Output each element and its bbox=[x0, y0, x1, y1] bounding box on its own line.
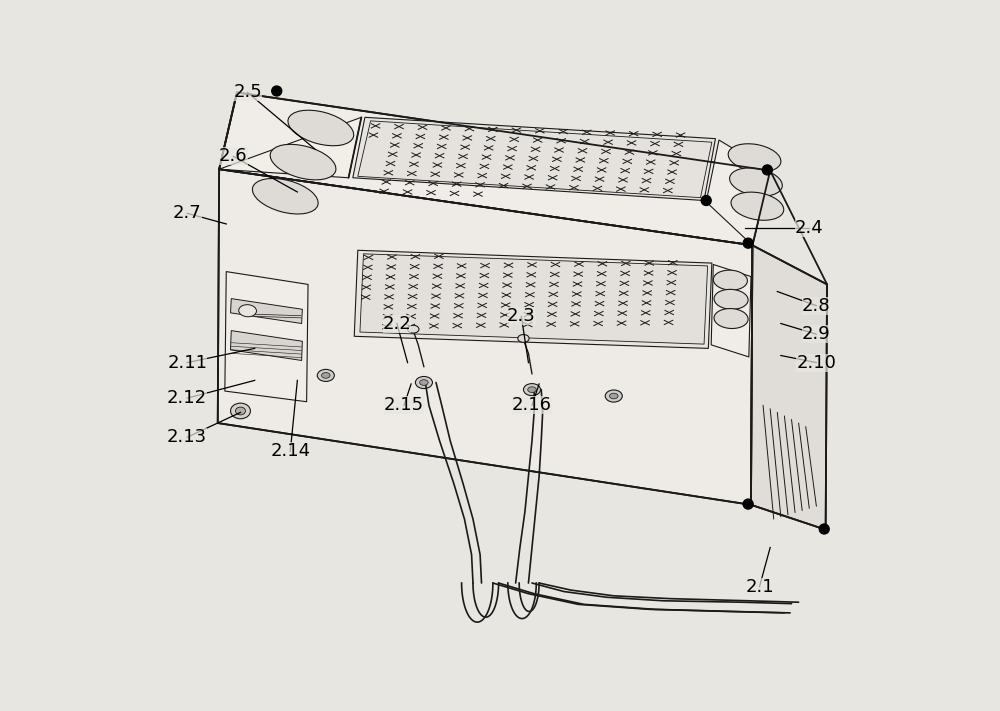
Circle shape bbox=[272, 86, 282, 96]
Text: 2.12: 2.12 bbox=[167, 389, 207, 407]
Polygon shape bbox=[225, 272, 308, 402]
Ellipse shape bbox=[236, 407, 245, 415]
Text: 2.15: 2.15 bbox=[384, 396, 424, 415]
Ellipse shape bbox=[252, 178, 318, 214]
Ellipse shape bbox=[609, 393, 618, 399]
Circle shape bbox=[743, 238, 753, 248]
Text: 2.2: 2.2 bbox=[383, 314, 411, 333]
Ellipse shape bbox=[270, 144, 336, 180]
Polygon shape bbox=[711, 264, 751, 357]
Ellipse shape bbox=[415, 377, 432, 388]
Polygon shape bbox=[354, 250, 712, 348]
Text: 2.13: 2.13 bbox=[167, 428, 207, 447]
Polygon shape bbox=[706, 140, 770, 245]
Ellipse shape bbox=[288, 110, 354, 146]
Ellipse shape bbox=[408, 325, 419, 333]
Text: 2.9: 2.9 bbox=[802, 325, 831, 343]
Text: 2.11: 2.11 bbox=[167, 353, 207, 372]
Text: 2.8: 2.8 bbox=[802, 296, 831, 315]
Ellipse shape bbox=[714, 289, 748, 309]
Ellipse shape bbox=[420, 380, 428, 385]
Polygon shape bbox=[751, 245, 827, 530]
Ellipse shape bbox=[713, 270, 747, 290]
Ellipse shape bbox=[322, 373, 330, 378]
Ellipse shape bbox=[731, 192, 784, 220]
Circle shape bbox=[701, 196, 711, 205]
Text: 2.16: 2.16 bbox=[512, 396, 552, 415]
Polygon shape bbox=[219, 92, 770, 245]
Text: 2.6: 2.6 bbox=[219, 147, 248, 166]
Ellipse shape bbox=[730, 168, 782, 196]
Ellipse shape bbox=[605, 390, 622, 402]
Polygon shape bbox=[231, 331, 302, 360]
Circle shape bbox=[819, 524, 829, 534]
Ellipse shape bbox=[231, 403, 250, 419]
Text: 2.10: 2.10 bbox=[796, 353, 836, 372]
Ellipse shape bbox=[714, 309, 748, 328]
Polygon shape bbox=[219, 117, 361, 178]
Circle shape bbox=[743, 499, 753, 509]
Polygon shape bbox=[218, 169, 752, 505]
Text: 2.7: 2.7 bbox=[173, 204, 202, 223]
Circle shape bbox=[762, 165, 772, 175]
Ellipse shape bbox=[528, 387, 536, 392]
Ellipse shape bbox=[317, 370, 334, 381]
Polygon shape bbox=[358, 121, 712, 198]
Polygon shape bbox=[360, 254, 708, 344]
Polygon shape bbox=[231, 299, 302, 324]
Ellipse shape bbox=[728, 144, 781, 172]
Ellipse shape bbox=[523, 384, 541, 395]
Text: 2.4: 2.4 bbox=[795, 218, 824, 237]
Ellipse shape bbox=[518, 334, 529, 342]
Text: 2.1: 2.1 bbox=[745, 577, 774, 596]
Text: 2.3: 2.3 bbox=[507, 307, 536, 326]
Text: 2.14: 2.14 bbox=[270, 442, 310, 461]
Ellipse shape bbox=[239, 304, 256, 317]
Polygon shape bbox=[353, 117, 715, 201]
Text: 2.5: 2.5 bbox=[233, 83, 262, 102]
